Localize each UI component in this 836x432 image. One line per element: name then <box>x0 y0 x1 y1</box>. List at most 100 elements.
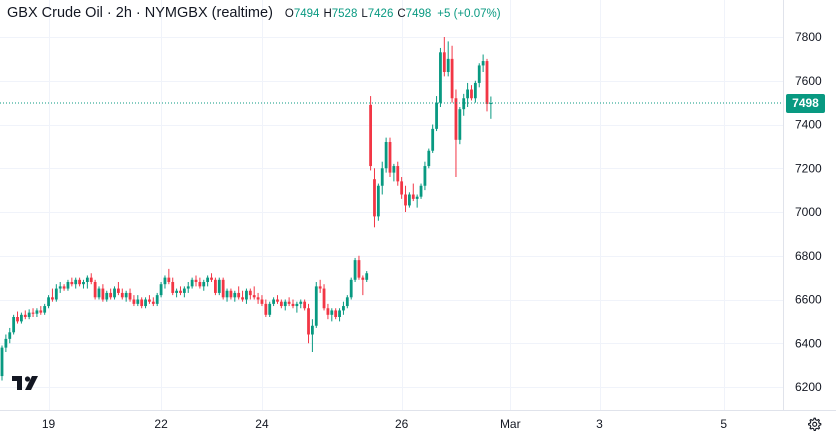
candle[interactable] <box>396 161 400 186</box>
candle[interactable] <box>295 301 299 313</box>
candle[interactable] <box>392 163 396 182</box>
candle[interactable] <box>39 306 43 315</box>
candle[interactable] <box>369 96 372 171</box>
candle[interactable] <box>182 286 186 298</box>
candle[interactable] <box>74 277 78 289</box>
time-axis[interactable]: 19 22 24 26 Mar 3 5 <box>42 417 727 431</box>
candle[interactable] <box>179 286 182 296</box>
candle[interactable] <box>89 273 93 285</box>
candle[interactable] <box>155 292 159 307</box>
candle[interactable] <box>252 286 256 300</box>
candle[interactable] <box>303 299 307 311</box>
candle[interactable] <box>458 107 462 145</box>
candle[interactable] <box>27 309 31 320</box>
candle[interactable] <box>423 161 427 191</box>
candle[interactable] <box>105 290 109 302</box>
candle[interactable] <box>291 299 295 309</box>
candle[interactable] <box>427 148 431 169</box>
candle[interactable] <box>206 275 210 287</box>
candle[interactable] <box>120 288 124 300</box>
candle[interactable] <box>12 314 16 335</box>
candle[interactable] <box>431 124 435 153</box>
candle[interactable] <box>245 288 248 304</box>
candle[interactable] <box>477 63 481 88</box>
candle[interactable] <box>334 308 338 320</box>
candle[interactable] <box>442 37 446 77</box>
candle[interactable] <box>481 54 485 73</box>
candle[interactable] <box>16 311 19 324</box>
candle[interactable] <box>376 183 380 221</box>
candle[interactable] <box>51 288 54 302</box>
candle[interactable] <box>54 284 58 302</box>
candle[interactable] <box>326 303 330 320</box>
candle[interactable] <box>373 168 376 228</box>
candle[interactable] <box>144 297 147 309</box>
candle[interactable] <box>233 290 237 302</box>
candle[interactable] <box>101 284 105 302</box>
candle[interactable] <box>93 279 97 300</box>
candle[interactable] <box>194 275 198 287</box>
candle[interactable] <box>419 183 423 199</box>
candle[interactable] <box>279 299 283 309</box>
candle[interactable] <box>159 282 163 298</box>
candle[interactable] <box>97 286 101 300</box>
candle[interactable] <box>237 286 241 300</box>
candle[interactable] <box>43 303 47 315</box>
candle[interactable] <box>268 301 272 317</box>
candle[interactable] <box>225 288 229 302</box>
candle[interactable] <box>322 284 326 311</box>
candle[interactable] <box>136 295 140 307</box>
candle[interactable] <box>404 185 407 212</box>
candle[interactable] <box>8 327 12 344</box>
candle[interactable] <box>229 288 233 300</box>
candle[interactable] <box>400 177 404 199</box>
candle[interactable] <box>380 161 384 195</box>
candle[interactable] <box>256 292 260 304</box>
candle[interactable] <box>287 297 291 307</box>
candle[interactable] <box>408 192 411 208</box>
candle[interactable] <box>175 288 178 298</box>
candle[interactable] <box>415 194 419 208</box>
candle[interactable] <box>446 41 450 77</box>
candle[interactable] <box>314 282 318 328</box>
candle[interactable] <box>128 288 132 302</box>
candle[interactable] <box>361 275 365 296</box>
candle[interactable] <box>473 80 477 103</box>
candle[interactable] <box>151 297 155 307</box>
candle[interactable] <box>66 279 70 291</box>
candle[interactable] <box>171 277 175 296</box>
candle[interactable] <box>186 282 190 293</box>
candle[interactable] <box>190 277 194 289</box>
candle[interactable] <box>58 282 62 293</box>
candle[interactable] <box>307 303 310 344</box>
candle[interactable] <box>163 275 167 289</box>
candle[interactable] <box>117 282 120 296</box>
candle[interactable] <box>318 279 322 293</box>
candle[interactable] <box>466 82 469 107</box>
candle[interactable] <box>20 312 23 324</box>
candle[interactable] <box>4 334 8 353</box>
candle[interactable] <box>214 277 217 296</box>
candle[interactable] <box>217 277 221 296</box>
candle[interactable] <box>47 295 50 309</box>
candle[interactable] <box>35 308 39 317</box>
candle[interactable] <box>384 137 388 173</box>
candle[interactable] <box>241 290 244 302</box>
candle[interactable] <box>198 277 202 289</box>
candle[interactable] <box>388 137 392 177</box>
candle[interactable] <box>109 288 113 300</box>
candle[interactable] <box>470 85 473 101</box>
candle[interactable] <box>264 299 268 318</box>
candle[interactable] <box>311 319 314 352</box>
candle[interactable] <box>70 277 74 287</box>
candle[interactable] <box>338 308 341 322</box>
candle[interactable] <box>283 299 287 311</box>
candle[interactable] <box>450 45 454 103</box>
candle[interactable] <box>276 295 279 304</box>
candle[interactable] <box>345 295 349 309</box>
candle[interactable] <box>62 284 66 291</box>
candle[interactable] <box>124 290 128 302</box>
candle[interactable] <box>342 301 345 315</box>
candle[interactable] <box>439 47 442 107</box>
